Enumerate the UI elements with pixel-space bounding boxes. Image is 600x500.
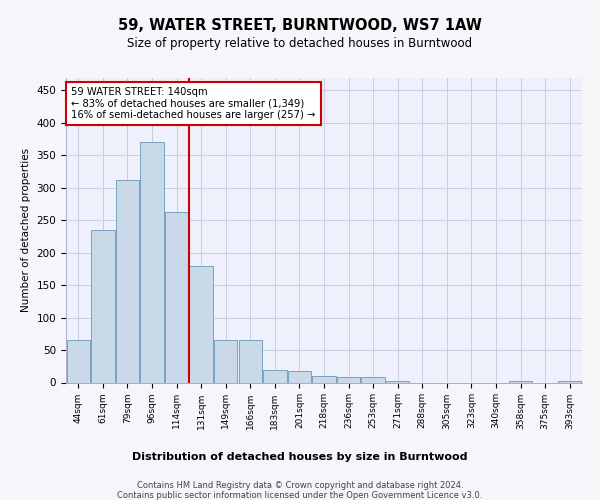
Bar: [67, 340, 90, 382]
Bar: [509, 380, 532, 382]
Bar: [337, 378, 360, 382]
Bar: [386, 381, 409, 382]
Bar: [313, 376, 335, 382]
Text: Size of property relative to detached houses in Burntwood: Size of property relative to detached ho…: [127, 38, 473, 51]
Bar: [361, 378, 385, 382]
Text: Contains HM Land Registry data © Crown copyright and database right 2024.: Contains HM Land Registry data © Crown c…: [137, 481, 463, 490]
Bar: [288, 371, 311, 382]
Bar: [165, 212, 188, 382]
Bar: [214, 340, 238, 382]
Bar: [239, 340, 262, 382]
Bar: [91, 230, 115, 382]
Text: Contains public sector information licensed under the Open Government Licence v3: Contains public sector information licen…: [118, 491, 482, 500]
Bar: [116, 180, 139, 382]
Bar: [558, 381, 581, 382]
Text: 59 WATER STREET: 140sqm
← 83% of detached houses are smaller (1,349)
16% of semi: 59 WATER STREET: 140sqm ← 83% of detache…: [71, 86, 316, 120]
Bar: [140, 142, 164, 382]
Bar: [263, 370, 287, 382]
Y-axis label: Number of detached properties: Number of detached properties: [21, 148, 31, 312]
Bar: [190, 266, 213, 382]
Text: 59, WATER STREET, BURNTWOOD, WS7 1AW: 59, WATER STREET, BURNTWOOD, WS7 1AW: [118, 18, 482, 32]
Text: Distribution of detached houses by size in Burntwood: Distribution of detached houses by size …: [132, 452, 468, 462]
